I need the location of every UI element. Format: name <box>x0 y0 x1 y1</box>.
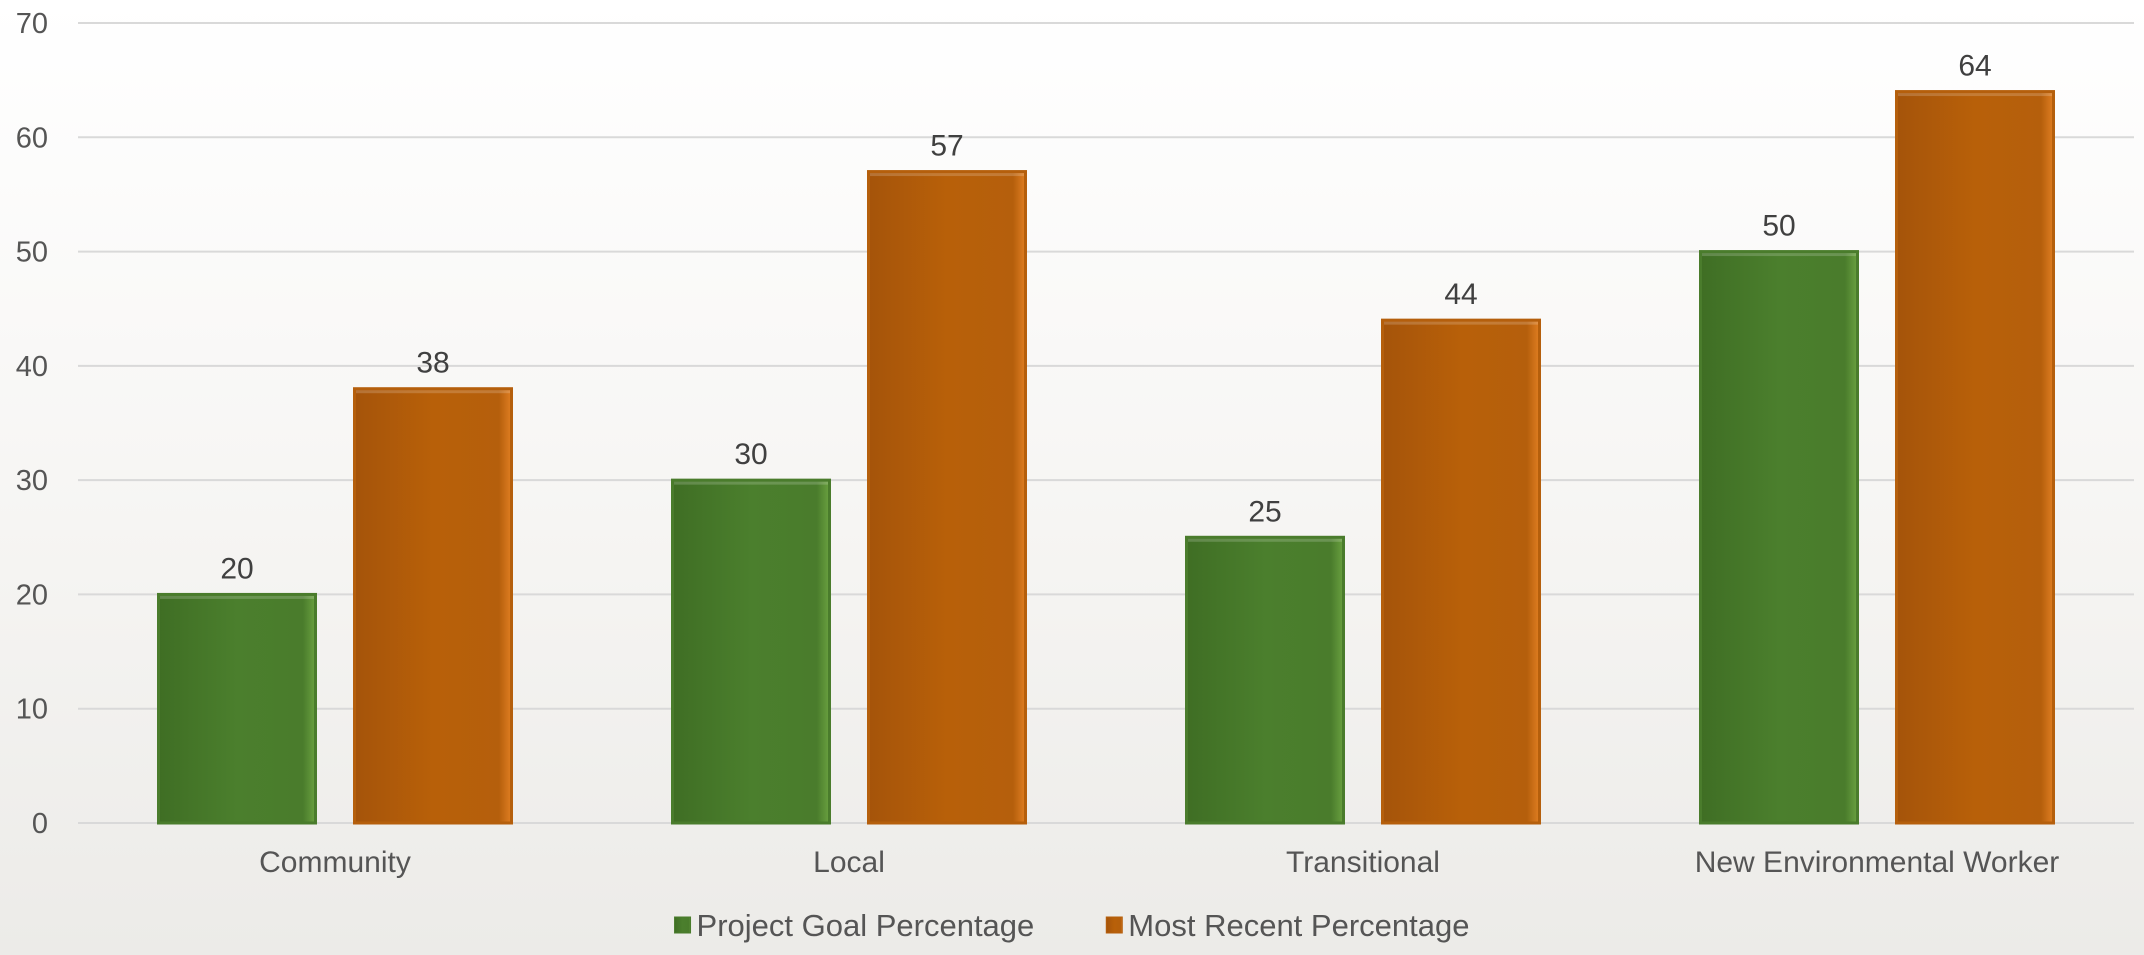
data-label: 50 <box>1762 210 1795 243</box>
data-labels: 20 38 30 57 25 44 50 64 <box>220 50 1991 586</box>
bar <box>1185 535 1345 825</box>
bars <box>157 90 2055 825</box>
bar <box>1895 90 2055 825</box>
data-label: 38 <box>416 347 449 380</box>
bar <box>157 592 317 825</box>
y-tick-label: 40 <box>16 351 48 383</box>
bar-highlight <box>1188 538 1342 542</box>
x-category-label: New Environmental Worker <box>1695 846 2060 879</box>
y-tick-label: 50 <box>16 237 48 269</box>
bar-highlight <box>1384 321 1538 325</box>
legend-swatch <box>1105 916 1123 934</box>
data-label: 25 <box>1248 495 1281 528</box>
bar-highlight <box>160 595 314 599</box>
bar <box>1699 250 1859 825</box>
data-label: 44 <box>1444 278 1477 311</box>
x-category-label: Local <box>813 846 885 879</box>
legend-label: Most Recent Percentage <box>1128 908 1469 943</box>
y-tick-label: 10 <box>16 694 48 726</box>
legend-swatch <box>674 916 692 934</box>
bar <box>353 387 513 825</box>
y-tick-label: 60 <box>16 122 48 154</box>
y-axis-tick-labels: 0 10 20 30 40 50 60 70 <box>16 8 48 840</box>
y-tick-label: 30 <box>16 465 48 497</box>
x-category-label: Community <box>259 846 411 879</box>
legend-label: Project Goal Percentage <box>697 908 1035 943</box>
bar <box>1381 318 1541 825</box>
bar-highlight <box>1702 253 1856 257</box>
bar-highlight <box>674 481 828 485</box>
y-tick-label: 70 <box>16 8 48 40</box>
x-category-label: Transitional <box>1286 846 1440 879</box>
bar <box>671 478 831 825</box>
legend: Project Goal Percentage Most Recent Perce… <box>674 908 1469 943</box>
bar-highlight <box>356 390 510 394</box>
y-tick-label: 0 <box>32 808 48 840</box>
data-label: 64 <box>1958 50 1991 83</box>
bar <box>867 170 1027 825</box>
data-label: 57 <box>930 130 963 163</box>
y-tick-label: 20 <box>16 579 48 611</box>
bar-highlight <box>870 173 1024 177</box>
data-label: 30 <box>734 438 767 471</box>
x-axis-category-labels: Community Local Transitional New Environmen… <box>259 846 2059 879</box>
data-label: 20 <box>220 552 253 585</box>
bar-highlight <box>1898 93 2052 97</box>
